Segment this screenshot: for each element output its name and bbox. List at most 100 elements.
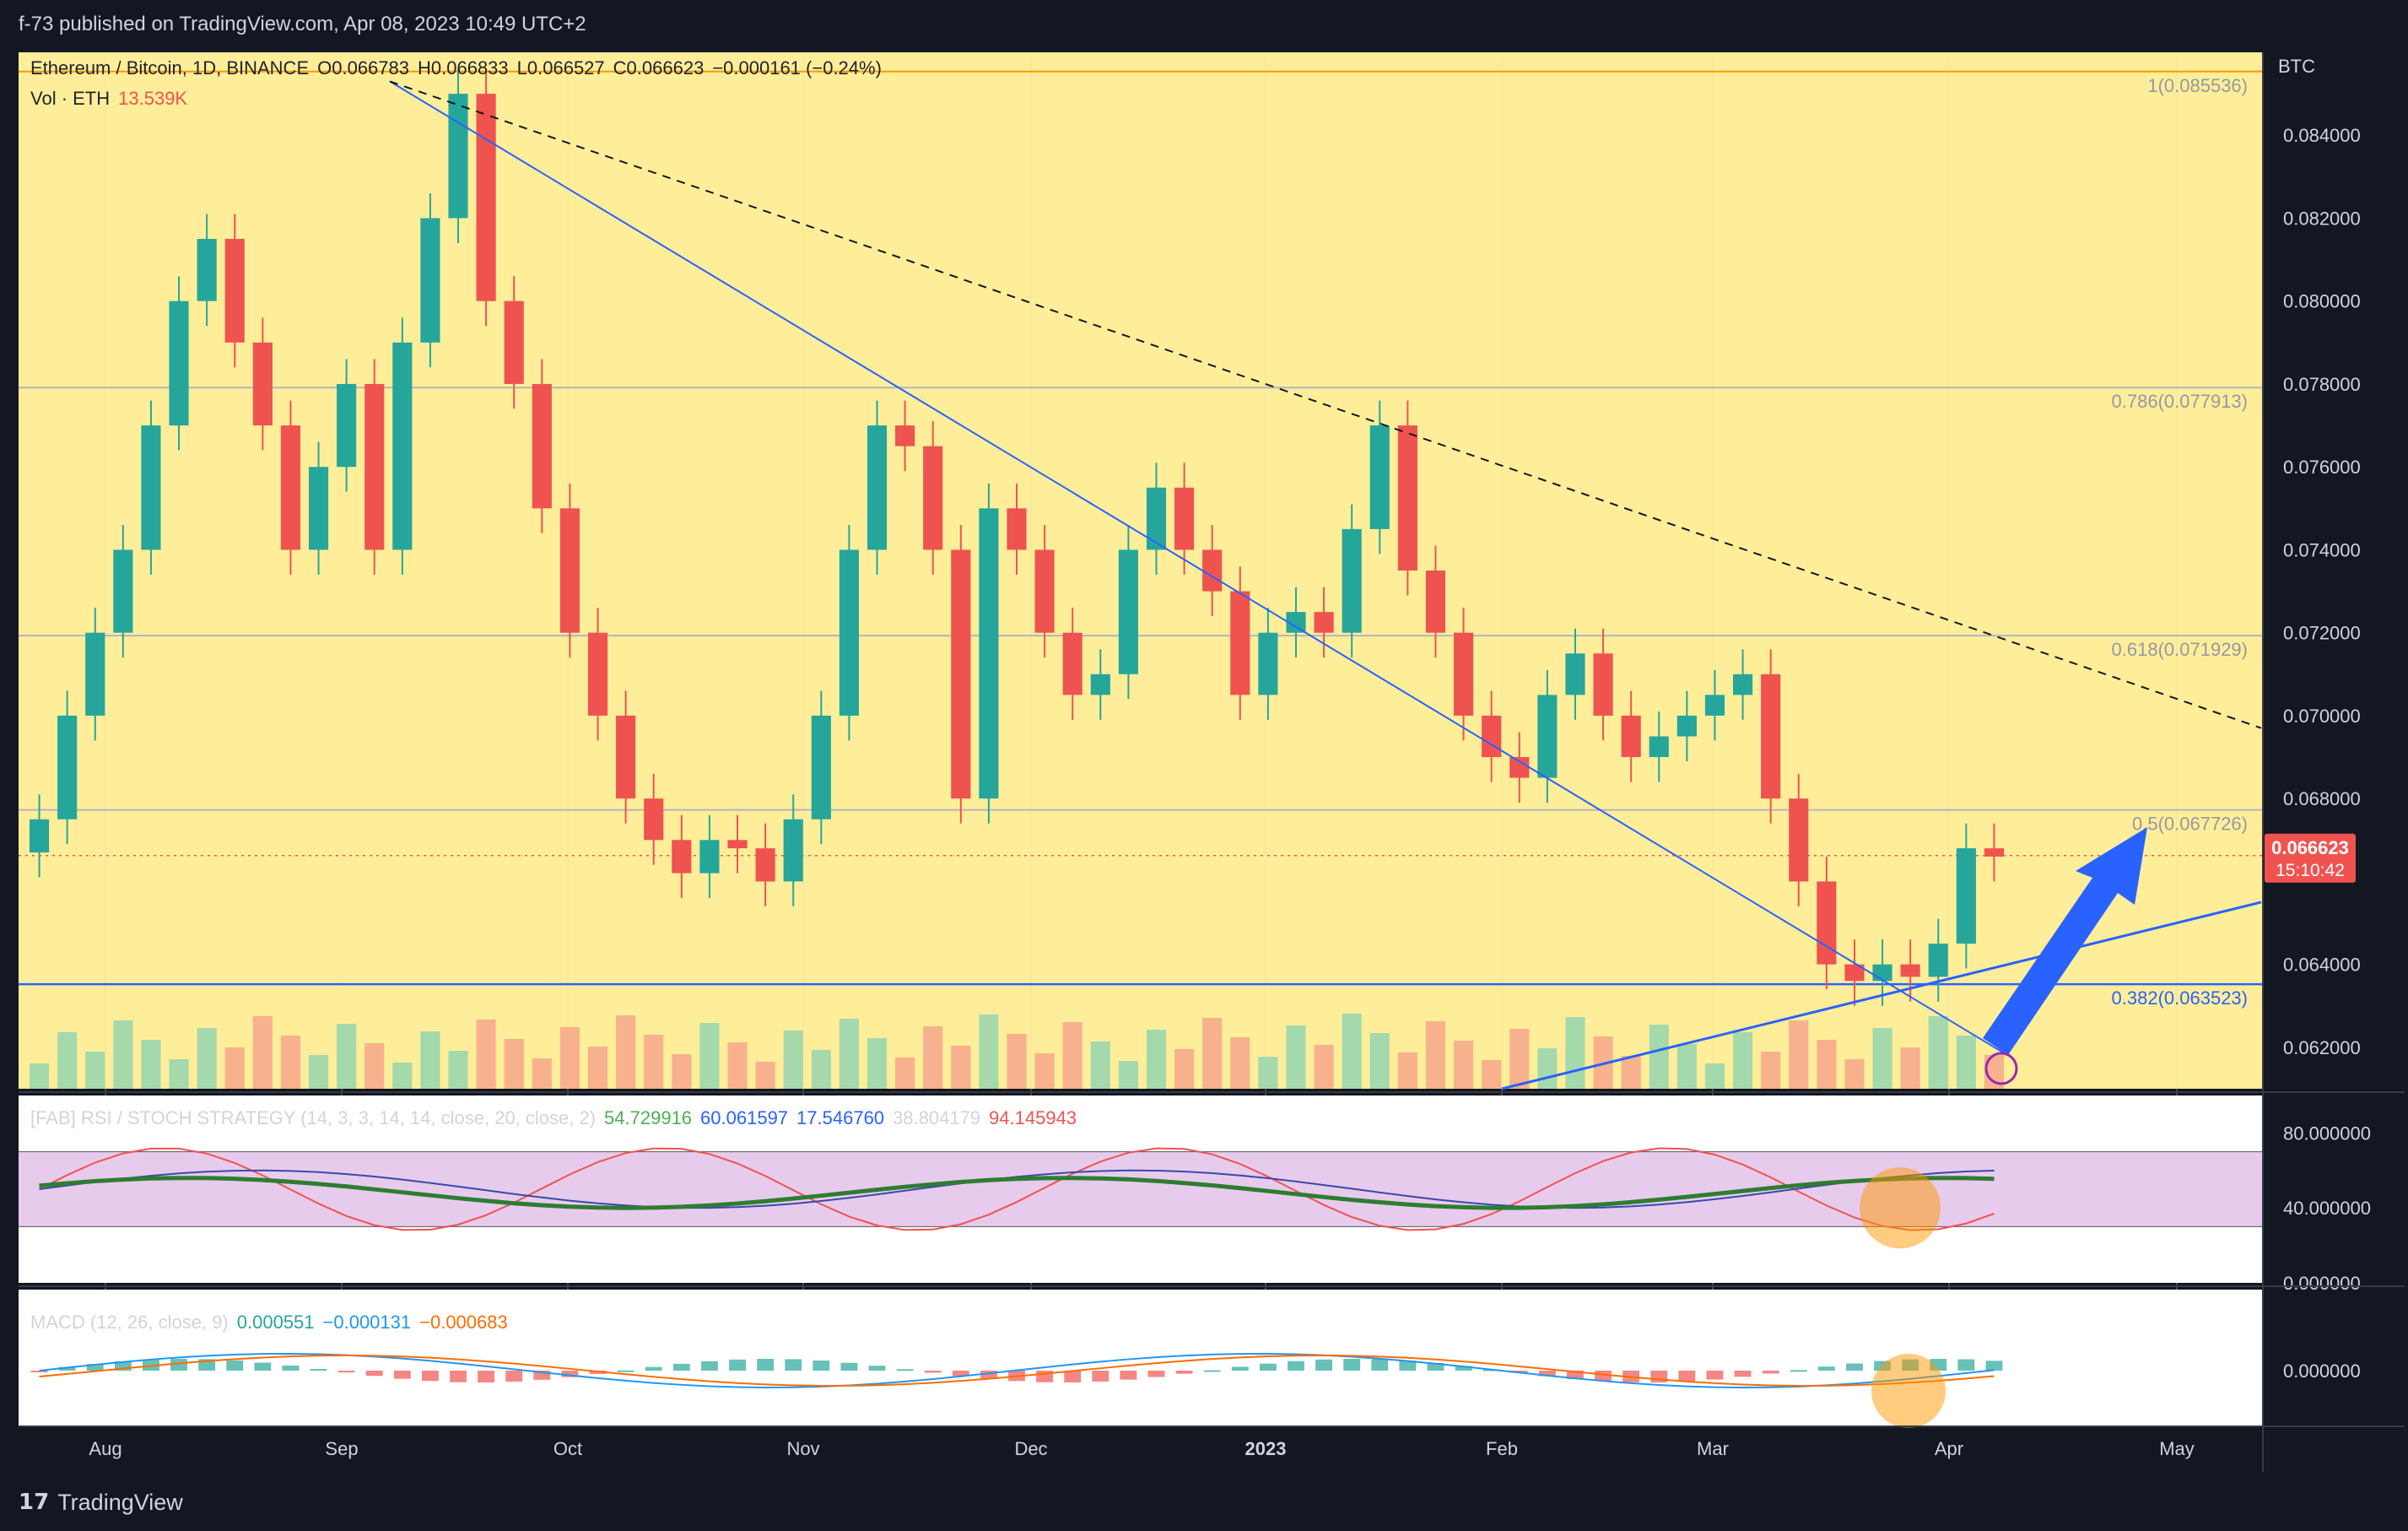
- macd-histogram-bar: [785, 1359, 802, 1371]
- candle-body: [979, 508, 999, 799]
- candle-body: [1425, 571, 1446, 633]
- candle-body: [559, 508, 580, 633]
- currency-label: BTC: [2278, 56, 2315, 77]
- macd-histogram-bar: [645, 1366, 662, 1371]
- published-header: f-73 published on TradingView.com, Apr 0…: [19, 13, 586, 35]
- rsi-line: [39, 1176, 1995, 1210]
- rsi-value-5: 94.145943: [989, 1107, 1077, 1128]
- time-tick-label: Aug: [89, 1438, 121, 1459]
- volume-bar: [1174, 1049, 1195, 1089]
- price-tick-label: 0.082000: [2283, 208, 2361, 229]
- volume-bar: [1258, 1057, 1278, 1089]
- volume-bar: [1230, 1037, 1250, 1089]
- candle-body: [29, 819, 50, 853]
- time-tick-label: Nov: [786, 1438, 819, 1459]
- macd-histogram-bar: [840, 1362, 858, 1371]
- rsi-value-2: 60.061597: [700, 1107, 789, 1128]
- candle-body: [364, 383, 385, 550]
- volume-bar: [839, 1019, 859, 1089]
- dashed-trendline: [389, 80, 2262, 729]
- time-tick-label: Apr: [1935, 1438, 1963, 1459]
- signal-line: [39, 1354, 1995, 1387]
- macd-histogram-bar: [533, 1371, 551, 1380]
- macd-histogram-bar: [1064, 1371, 1082, 1382]
- volume-value: 13.539K: [118, 88, 188, 109]
- macd-histogram-bar: [114, 1361, 132, 1371]
- candle-body: [448, 94, 468, 219]
- candle-body: [308, 467, 329, 550]
- macd-histogram-bar: [450, 1371, 467, 1382]
- volume-bar: [197, 1028, 217, 1089]
- macd-histogram-bar: [254, 1362, 272, 1371]
- candle-body: [1732, 674, 1753, 695]
- volume-bar: [644, 1035, 664, 1089]
- volume-bar: [1034, 1053, 1055, 1089]
- time-axis: Aug Sep Oct Nov Dec 2023 Feb Mar Apr May: [89, 1438, 2194, 1459]
- volume-bar: [29, 1063, 50, 1089]
- volume-bar: [448, 1051, 468, 1089]
- macd-histogram-bar: [1147, 1371, 1165, 1377]
- rsi-tick-label: 80.000000: [2283, 1123, 2371, 1144]
- volume-bar: [1621, 1056, 1641, 1089]
- volume-bar: [252, 1016, 273, 1089]
- volume-bar: [1761, 1052, 1781, 1089]
- fib-levels: 1(0.085536) 0.786(0.077913) 0.618(0.071929…: [19, 70, 2263, 1009]
- candle-body: [699, 840, 720, 874]
- macd-value-3: −0.000683: [419, 1312, 508, 1333]
- fib-label: 0.786(0.077913): [2112, 391, 2248, 412]
- candle-body: [1956, 848, 1976, 944]
- candles: [29, 68, 2005, 1006]
- candle-body: [141, 425, 161, 550]
- rsi-tick-label: 0.000000: [2283, 1273, 2361, 1294]
- time-tick-label: Sep: [325, 1438, 358, 1459]
- candle-body: [1090, 674, 1110, 695]
- candle-body: [1397, 425, 1417, 571]
- macd-histogram-bar: [1203, 1370, 1221, 1372]
- candle-body: [420, 218, 440, 343]
- current-price-label: 0.066623: [2271, 837, 2349, 858]
- volume-bar: [1342, 1014, 1362, 1089]
- macd-histogram-bar: [86, 1364, 104, 1371]
- candle-body: [895, 425, 915, 446]
- volume-legend: Vol · ETH 13.539K: [30, 88, 196, 110]
- volume-bar: [169, 1059, 189, 1089]
- volume-bar: [141, 1040, 161, 1089]
- volume-bar: [699, 1023, 720, 1089]
- macd-histogram-bar: [729, 1359, 746, 1371]
- volume-bar: [1369, 1033, 1390, 1089]
- macd-histogram-bar: [896, 1369, 914, 1371]
- symbol-label: Ethereum / Bitcoin, 1D, BINANCE: [30, 57, 310, 78]
- time-tick-label: Feb: [1486, 1438, 1518, 1459]
- candle-body: [1984, 848, 2005, 857]
- volume-bar: [1202, 1018, 1223, 1089]
- macd-axis: 0.000000: [2283, 1361, 2361, 1382]
- macd-histogram-bar: [617, 1370, 634, 1372]
- price-tick-label: 0.074000: [2283, 539, 2361, 560]
- volume-bar: [895, 1058, 915, 1089]
- candle-body: [337, 383, 357, 468]
- candle-body: [113, 549, 133, 633]
- price-tick-label: 0.076000: [2283, 457, 2361, 478]
- volume-bar: [923, 1026, 943, 1089]
- candle-body: [197, 239, 217, 301]
- macd-histogram-bar: [1231, 1366, 1249, 1371]
- volume-bar: [1676, 1044, 1697, 1089]
- macd-histogram-bar: [561, 1371, 579, 1377]
- stoch-line: [39, 1147, 1995, 1231]
- rsi-highlight-circle: [1860, 1167, 1941, 1249]
- alert-icon: [1984, 1052, 2018, 1085]
- volume-bar: [364, 1043, 385, 1089]
- price-tick-label: 0.078000: [2283, 374, 2361, 395]
- open-value: O0.066783: [317, 57, 409, 78]
- macd-histogram-bar: [672, 1363, 690, 1371]
- time-tick-label: Dec: [1014, 1438, 1047, 1459]
- volume-bar: [113, 1020, 133, 1089]
- volume-bar: [1928, 1016, 1948, 1089]
- brand-footer[interactable]: 17 TradingView: [19, 1484, 183, 1521]
- low-value: L0.066527: [516, 57, 605, 78]
- candle-body: [755, 848, 775, 882]
- current-price-badge: [2265, 833, 2356, 883]
- volume-bar: [476, 1020, 496, 1089]
- volume-bar: [1565, 1017, 1585, 1089]
